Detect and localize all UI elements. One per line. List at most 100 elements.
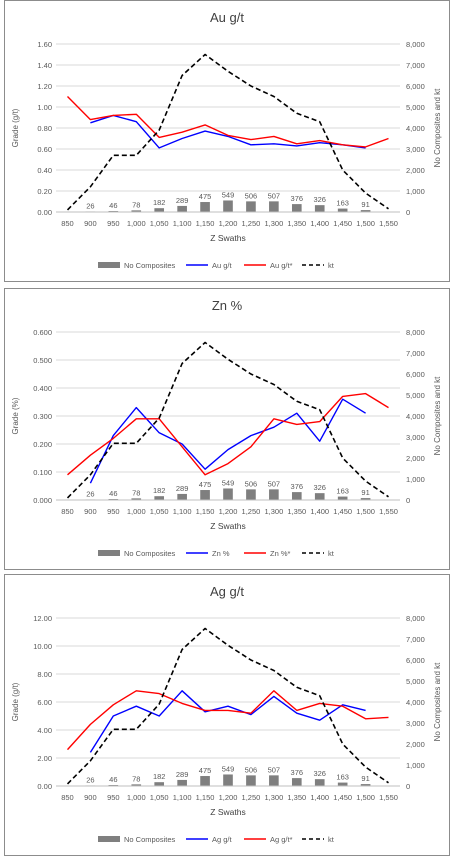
bar-data-label: 78 [132, 200, 140, 209]
y-axis-label: Grade (%) [11, 397, 20, 434]
composites-bar [269, 489, 279, 500]
au-chart-svg: Au g/t 0.00 0.20 0.40 0.60 0.80 1.00 1.20 1.40 1.… [4, 0, 450, 282]
x-tick-label: 1,450 [333, 507, 352, 516]
composites-bar [314, 205, 325, 212]
y2-tick-label: 1,000 [406, 761, 425, 770]
composites-bar [246, 489, 256, 500]
bar-data-label: 549 [222, 478, 235, 487]
legend-label: Au g/t* [270, 261, 293, 270]
x-tick-label: 1,500 [356, 793, 375, 802]
bar-data-label: 46 [109, 201, 117, 210]
legend-swatch-bars [98, 836, 120, 842]
y-tick-label: 4.00 [37, 726, 52, 735]
x-tick-label: 1,200 [219, 793, 238, 802]
y2-tick-label: 5,000 [406, 103, 425, 112]
y-axis-label: Grade (g/t) [11, 108, 20, 147]
composites-bar [246, 775, 256, 786]
y2-tick-label: 2,000 [406, 454, 425, 463]
y2-tick-label: 0 [406, 208, 410, 217]
bar-data-label: 26 [86, 201, 94, 210]
x-tick-label: 1,000 [127, 793, 146, 802]
y-tick-label: 1.20 [37, 82, 52, 91]
composites-bar [154, 782, 165, 786]
chart-title: Ag g/t [210, 584, 244, 599]
x-tick-label: 1,300 [264, 793, 283, 802]
x-axis-label: Z Swaths [210, 521, 245, 531]
bar-data-label: 182 [153, 486, 166, 495]
x-tick-label: 1,350 [287, 219, 306, 228]
y2-tick-label: 7,000 [406, 349, 425, 358]
bar-data-label: 91 [361, 200, 369, 209]
y-tick-label: 0.600 [33, 328, 52, 337]
legend-swatch-bars [98, 550, 120, 556]
x-tick-label: 1,550 [379, 507, 398, 516]
composites-bar [177, 779, 187, 786]
bar-data-label: 506 [245, 765, 258, 774]
bar-data-label: 376 [291, 768, 304, 777]
y2-tick-label: 0 [406, 496, 410, 505]
composites-bar [200, 202, 210, 212]
x-tick-label: 900 [84, 507, 97, 516]
bar-data-label: 549 [222, 190, 235, 199]
blue-series-line [89, 398, 366, 484]
bar-data-label: 376 [291, 482, 304, 491]
x-tick-label: 1,300 [264, 219, 283, 228]
composites-bar [314, 779, 325, 786]
x-tick-label: 1,200 [219, 507, 238, 516]
x-tick-label: 1,150 [196, 793, 215, 802]
y2-tick-label: 3,000 [406, 145, 425, 154]
bar-data-label: 326 [313, 195, 326, 204]
bar-data-label: 475 [199, 192, 212, 201]
composites-bar [337, 496, 348, 500]
chart-border [4, 574, 450, 856]
x-tick-label: 1,350 [287, 507, 306, 516]
au-chart-panel: Au g/t 0.00 0.20 0.40 0.60 0.80 1.00 1.20 1.40 1.… [4, 0, 450, 287]
red-series-line [67, 96, 389, 148]
y2-tick-label: 1,000 [406, 475, 425, 484]
y-tick-label: 0.200 [33, 440, 52, 449]
x-tick-label: 1,400 [310, 219, 329, 228]
composites-bar [291, 492, 302, 500]
x-tick-label: 1,100 [173, 793, 192, 802]
legend-label: Ag g/t* [270, 835, 293, 844]
bar-data-label: 507 [268, 765, 281, 774]
bar-data-label: 507 [268, 191, 281, 200]
legend-label: kt [328, 261, 335, 270]
y2-tick-label: 8,000 [406, 40, 425, 49]
y2-tick-label: 5,000 [406, 677, 425, 686]
x-tick-label: 900 [84, 793, 97, 802]
x-tick-label: 1,400 [310, 793, 329, 802]
chart-border [4, 288, 450, 570]
bar-data-label: 163 [336, 773, 349, 782]
y2-tick-label: 4,000 [406, 698, 425, 707]
x-tick-label: 1,000 [127, 219, 146, 228]
y-tick-label: 1.60 [37, 40, 52, 49]
x-tick-label: 950 [107, 507, 120, 516]
x-tick-label: 1,550 [379, 219, 398, 228]
y-tick-label: 0.400 [33, 384, 52, 393]
x-tick-label: 1,100 [173, 507, 192, 516]
bar-data-label: 91 [361, 774, 369, 783]
y-tick-label: 12.00 [33, 614, 52, 623]
bar-data-label: 26 [86, 489, 94, 498]
bar-data-label: 182 [153, 198, 166, 207]
x-tick-label: 1,450 [333, 793, 352, 802]
y2-tick-label: 1,000 [406, 187, 425, 196]
legend-label: Zn %* [270, 549, 291, 558]
legend-label: Au g/t [212, 261, 233, 270]
bar-data-label: 506 [245, 191, 258, 200]
y-tick-label: 0.000 [33, 496, 52, 505]
bar-data-label: 475 [199, 480, 212, 489]
y2-tick-label: 7,000 [406, 61, 425, 70]
composites-bar [291, 204, 302, 212]
legend-label: No Composites [124, 549, 176, 558]
legend-label: Ag g/t [212, 835, 233, 844]
composites-bar [223, 774, 233, 786]
x-tick-label: 1,500 [356, 219, 375, 228]
zn-chart-svg: Zn % 0.000 0.100 0.200 0.300 0.400 0.500 0.600 0… [4, 288, 450, 570]
composites-bar [200, 490, 210, 500]
composites-bar [360, 784, 371, 786]
y-tick-label: 0.40 [37, 166, 52, 175]
y2-tick-label: 6,000 [406, 82, 425, 91]
x-tick-label: 950 [107, 793, 120, 802]
